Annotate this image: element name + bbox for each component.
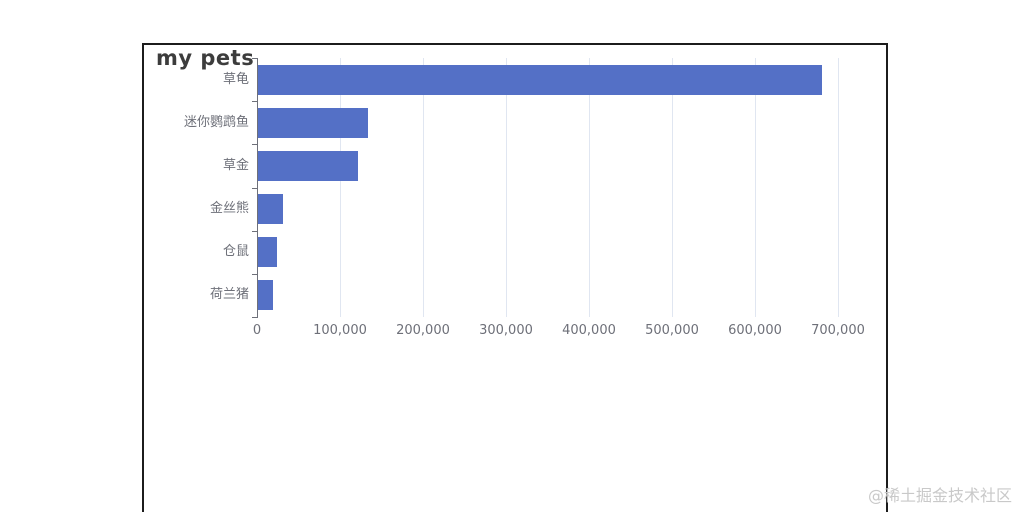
bar: [258, 150, 358, 181]
x-tick-label: 100,000: [313, 323, 367, 338]
gridline: [755, 58, 756, 317]
y-axis-tick: [252, 58, 257, 59]
bar: [258, 194, 283, 225]
x-tick-label: 700,000: [811, 323, 865, 338]
gridline: [506, 58, 507, 317]
bar: [258, 280, 273, 311]
x-tick-label: 600,000: [728, 323, 782, 338]
y-category-label: 金丝熊: [209, 201, 249, 217]
x-tick-label: 0: [252, 323, 262, 338]
y-category-label: 草金: [222, 157, 249, 173]
x-tick-label: 400,000: [562, 323, 616, 338]
bar: [258, 64, 823, 95]
y-category-label: 仓鼠: [222, 244, 249, 260]
y-axis-tick: [252, 317, 257, 318]
x-tick-label: 500,000: [645, 323, 699, 338]
x-tick-label: 200,000: [396, 323, 450, 338]
y-axis-tick: [252, 144, 257, 146]
gridline: [838, 58, 839, 317]
y-category-label: 迷你鹦鹉鱼: [183, 114, 249, 130]
y-axis-tick: [252, 187, 257, 189]
y-axis-tick: [252, 230, 257, 232]
gridline: [672, 58, 673, 317]
watermark: @稀土掘金技术社区: [867, 486, 1012, 505]
y-axis-tick: [252, 273, 257, 275]
x-tick-label: 300,000: [479, 323, 533, 338]
y-category-label: 草龟: [222, 71, 249, 87]
y-category-label: 荷兰猪: [209, 287, 249, 303]
gridline: [423, 58, 424, 317]
bar: [258, 237, 278, 268]
gridline: [589, 58, 590, 317]
bar: [258, 107, 369, 138]
chart-title: my pets: [156, 46, 255, 70]
y-axis-tick: [252, 101, 257, 103]
gridline: [340, 58, 341, 317]
y-axis-line: [257, 58, 258, 318]
